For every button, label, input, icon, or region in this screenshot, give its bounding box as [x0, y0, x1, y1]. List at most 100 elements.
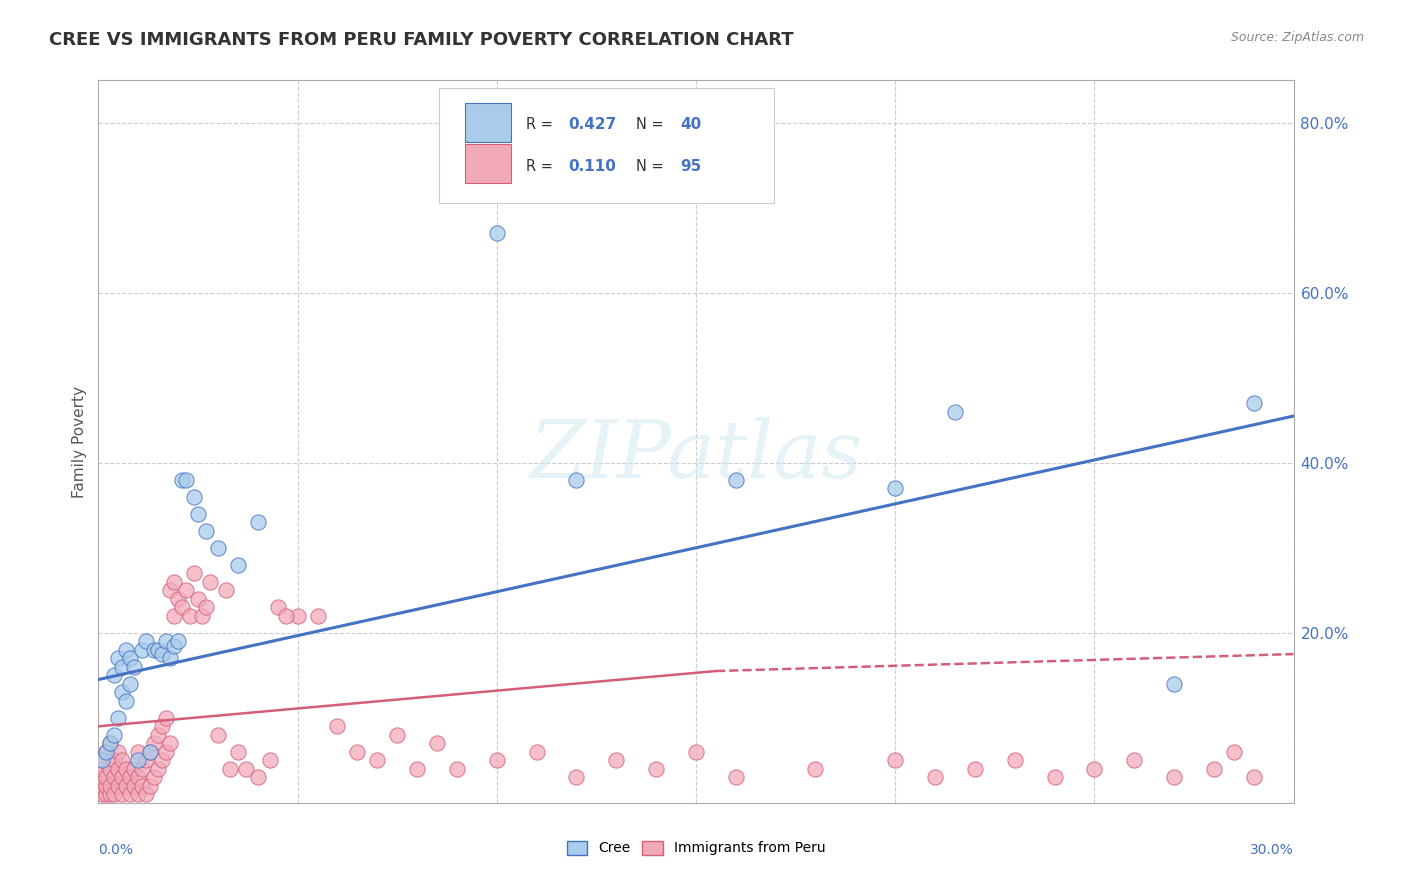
Point [207, 728, 229, 742]
Point [167, 634, 190, 648]
Point [143, 736, 166, 750]
Point [235, 762, 257, 776]
Point [215, 583, 238, 598]
Point [159, 736, 181, 750]
Point [111, 753, 134, 767]
Point [485, 753, 508, 767]
Point [163, 608, 186, 623]
Point [98, 787, 122, 801]
Point [107, 745, 129, 759]
Point [139, 745, 162, 759]
Point [724, 473, 747, 487]
Point [446, 762, 468, 776]
Point [246, 770, 269, 784]
Point [127, 745, 149, 759]
Point [159, 651, 181, 665]
Point [127, 770, 149, 784]
Point [91, 770, 114, 784]
Point [1043, 770, 1066, 784]
Point [96, 745, 118, 759]
Point [91, 753, 114, 767]
Point [565, 770, 588, 784]
Point [91, 779, 114, 793]
Point [120, 651, 142, 665]
Point [155, 711, 177, 725]
Point [139, 779, 162, 793]
Point [187, 507, 209, 521]
Point [191, 608, 214, 623]
Point [183, 490, 205, 504]
Point [91, 753, 114, 767]
Text: N =: N = [636, 117, 668, 132]
Point [120, 787, 142, 801]
Point [605, 753, 627, 767]
Point [1163, 677, 1185, 691]
Point [98, 736, 122, 750]
Point [426, 736, 449, 750]
FancyBboxPatch shape [465, 103, 510, 142]
Point [103, 668, 125, 682]
Point [226, 745, 249, 759]
Point [148, 728, 170, 742]
Point [91, 762, 114, 776]
Point [131, 762, 153, 776]
Point [155, 634, 177, 648]
Point [98, 762, 122, 776]
Point [103, 753, 125, 767]
Text: R =: R = [526, 117, 558, 132]
Point [150, 719, 173, 733]
Point [172, 473, 194, 487]
Point [103, 770, 125, 784]
Text: 0.427: 0.427 [568, 117, 616, 132]
Point [226, 558, 249, 572]
Point [219, 762, 242, 776]
Point [124, 762, 146, 776]
Point [148, 762, 170, 776]
Point [163, 574, 186, 589]
Point [143, 770, 166, 784]
Point [115, 642, 138, 657]
Text: N =: N = [636, 160, 668, 175]
Point [645, 762, 668, 776]
Point [159, 583, 181, 598]
Point [1004, 753, 1026, 767]
Point [724, 770, 747, 784]
Text: ZIPatlas: ZIPatlas [529, 417, 863, 495]
Point [127, 787, 149, 801]
Point [150, 647, 173, 661]
Legend: Cree, Immigrants from Peru: Cree, Immigrants from Peru [561, 835, 831, 861]
Point [124, 660, 146, 674]
Point [135, 753, 157, 767]
Point [115, 694, 138, 708]
FancyBboxPatch shape [439, 87, 773, 203]
Point [163, 639, 186, 653]
Point [111, 685, 134, 699]
Point [150, 753, 173, 767]
Point [98, 736, 122, 750]
Point [135, 634, 157, 648]
Point [207, 541, 229, 555]
Point [366, 753, 388, 767]
Point [307, 608, 329, 623]
Text: 0.110: 0.110 [568, 160, 616, 175]
Text: 95: 95 [681, 160, 702, 175]
Point [111, 787, 134, 801]
FancyBboxPatch shape [465, 145, 510, 183]
Point [963, 762, 986, 776]
Point [1243, 770, 1265, 784]
Point [1123, 753, 1146, 767]
Point [485, 227, 508, 241]
Point [91, 787, 114, 801]
Point [526, 745, 548, 759]
Text: CREE VS IMMIGRANTS FROM PERU FAMILY POVERTY CORRELATION CHART: CREE VS IMMIGRANTS FROM PERU FAMILY POVE… [49, 31, 794, 49]
Text: 40: 40 [681, 117, 702, 132]
Point [167, 591, 190, 606]
Point [884, 481, 907, 495]
Point [127, 753, 149, 767]
Point [124, 779, 146, 793]
Point [346, 745, 368, 759]
Point [267, 600, 290, 615]
Point [111, 660, 134, 674]
Text: 30.0%: 30.0% [1250, 843, 1294, 856]
Point [107, 651, 129, 665]
